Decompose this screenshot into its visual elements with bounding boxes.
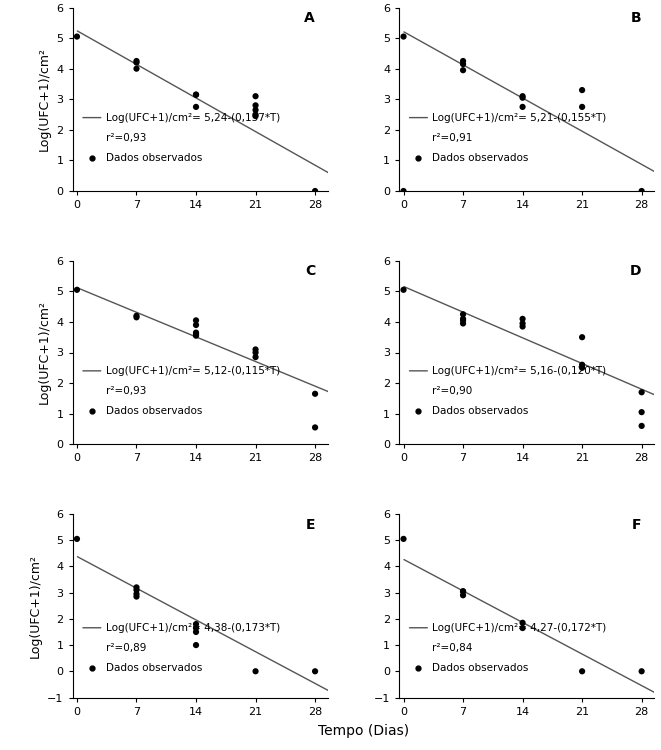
Point	[310, 422, 321, 434]
Point	[577, 362, 588, 374]
Text: E: E	[305, 518, 315, 532]
Point	[191, 319, 202, 331]
Text: Dados observados: Dados observados	[432, 663, 529, 674]
Text: F: F	[632, 518, 642, 532]
Text: r²=0,91: r²=0,91	[432, 133, 473, 142]
Point	[191, 330, 202, 342]
Text: D: D	[630, 265, 642, 278]
Point	[191, 326, 202, 338]
Point	[131, 63, 141, 75]
Point	[251, 665, 261, 677]
Point	[71, 284, 82, 296]
Text: Dados observados: Dados observados	[432, 153, 529, 163]
Text: Log(UFC+1)/cm²= 4,27-(0,172*T): Log(UFC+1)/cm²= 4,27-(0,172*T)	[432, 622, 607, 633]
Point	[577, 101, 588, 113]
Point	[131, 590, 141, 602]
Point	[251, 109, 261, 121]
Point	[637, 420, 647, 432]
Point	[518, 320, 528, 332]
Point	[131, 56, 141, 68]
Text: Log(UFC+1)/cm²= 5,24-(0,157*T): Log(UFC+1)/cm²= 5,24-(0,157*T)	[106, 112, 280, 122]
Point	[458, 55, 469, 67]
Text: C: C	[305, 265, 315, 278]
Point	[518, 92, 528, 104]
Text: A: A	[304, 11, 315, 26]
Point	[310, 388, 321, 400]
Point	[251, 99, 261, 111]
Point	[131, 581, 141, 593]
Point	[458, 314, 469, 326]
Point	[637, 386, 647, 398]
Point	[71, 533, 82, 545]
Point	[131, 310, 141, 322]
Point	[251, 110, 261, 122]
Point	[191, 314, 202, 326]
Point	[251, 346, 261, 358]
Point	[398, 284, 408, 296]
Point	[458, 308, 469, 320]
Point	[191, 622, 202, 634]
Text: Log(UFC+1)/cm²= 5,21-(0,155*T): Log(UFC+1)/cm²= 5,21-(0,155*T)	[432, 112, 607, 122]
Y-axis label: Log(UFC+1)/cm²: Log(UFC+1)/cm²	[38, 301, 51, 404]
Point	[398, 533, 408, 545]
Point	[458, 585, 469, 597]
Text: B: B	[631, 11, 642, 26]
Point	[518, 90, 528, 102]
Point	[577, 332, 588, 344]
Point	[577, 84, 588, 96]
Point	[458, 585, 469, 597]
Point	[251, 344, 261, 355]
Point	[518, 317, 528, 329]
Point	[310, 665, 321, 677]
Y-axis label: Log(UFC+1)/cm²: Log(UFC+1)/cm²	[28, 554, 42, 658]
Point	[131, 55, 141, 67]
Point	[71, 31, 82, 43]
Point	[637, 406, 647, 418]
Text: r²=0,93: r²=0,93	[106, 386, 146, 396]
Point	[131, 588, 141, 600]
Point	[191, 626, 202, 638]
Text: r²=0,89: r²=0,89	[106, 643, 146, 653]
Point	[518, 313, 528, 325]
Point	[518, 101, 528, 113]
Point	[458, 590, 469, 602]
Point	[398, 31, 408, 43]
Point	[577, 358, 588, 370]
Point	[191, 639, 202, 651]
Point	[637, 185, 647, 197]
Text: Dados observados: Dados observados	[432, 406, 529, 416]
Point	[458, 58, 469, 70]
Text: r²=0,93: r²=0,93	[106, 133, 146, 142]
Text: Log(UFC+1)/cm²= 5,12-(0,115*T): Log(UFC+1)/cm²= 5,12-(0,115*T)	[106, 366, 280, 376]
Point	[398, 185, 408, 197]
Text: r²=0,84: r²=0,84	[432, 643, 473, 653]
Point	[131, 584, 141, 596]
Point	[577, 665, 588, 677]
Point	[637, 665, 647, 677]
Point	[191, 328, 202, 340]
Point	[458, 64, 469, 76]
Text: Log(UFC+1)/cm²= 5,16-(0,120*T): Log(UFC+1)/cm²= 5,16-(0,120*T)	[432, 366, 607, 376]
Text: Dados observados: Dados observados	[106, 663, 202, 674]
Point	[458, 313, 469, 325]
Point	[518, 622, 528, 634]
Text: Dados observados: Dados observados	[106, 406, 202, 416]
Point	[458, 317, 469, 329]
Point	[251, 90, 261, 102]
Point	[191, 101, 202, 113]
Point	[191, 88, 202, 101]
Point	[251, 351, 261, 363]
Text: Log(UFC+1)/cm²= 4,38-(0,173*T): Log(UFC+1)/cm²= 4,38-(0,173*T)	[106, 622, 280, 633]
Point	[251, 104, 261, 116]
Text: Dados observados: Dados observados	[106, 153, 202, 163]
Point	[191, 88, 202, 101]
Text: Tempo (Dias): Tempo (Dias)	[318, 724, 409, 738]
Point	[310, 185, 321, 197]
Point	[518, 616, 528, 628]
Point	[191, 618, 202, 630]
Y-axis label: Log(UFC+1)/cm²: Log(UFC+1)/cm²	[38, 47, 51, 152]
Text: r²=0,90: r²=0,90	[432, 386, 473, 396]
Point	[131, 311, 141, 323]
